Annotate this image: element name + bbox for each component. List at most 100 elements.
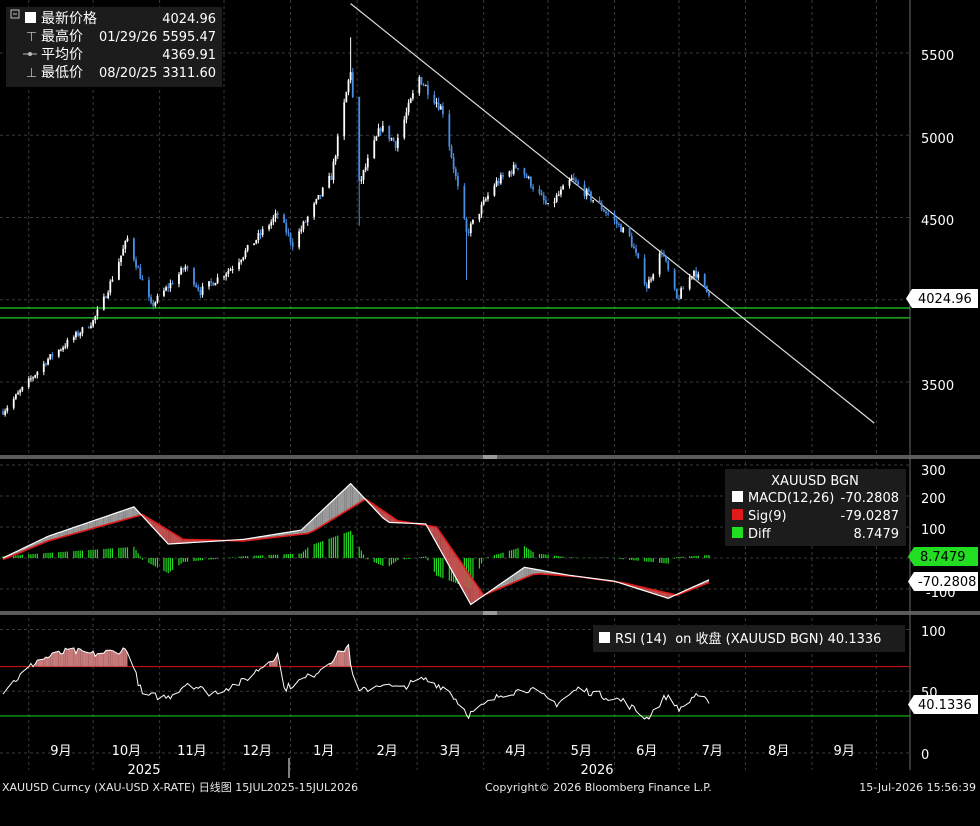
candle-body <box>487 196 489 200</box>
candle-body <box>124 241 126 249</box>
candle-body <box>528 177 530 178</box>
candle <box>212 282 214 286</box>
candle-body <box>509 171 511 176</box>
candle-body <box>526 175 528 178</box>
green-square-icon[interactable] <box>732 527 743 538</box>
candle-body <box>659 253 661 274</box>
legend-value: 3311.60 <box>162 66 216 81</box>
candle-body <box>695 271 697 278</box>
macd-tick: 200 <box>921 492 946 507</box>
candle-body <box>47 359 49 365</box>
candle-body <box>661 253 663 254</box>
rsi-overbought-fill <box>65 648 67 666</box>
legend-date: 01/29/26 <box>99 30 157 45</box>
candle-body <box>511 171 513 173</box>
candle-body <box>322 188 324 196</box>
macd-fill <box>104 516 106 525</box>
white-square-icon[interactable] <box>599 632 610 643</box>
candle-body <box>6 408 8 411</box>
white-square-icon[interactable] <box>732 491 743 502</box>
divider-grip-icon[interactable] <box>483 455 497 459</box>
candle <box>644 254 646 286</box>
candle-body <box>135 260 137 268</box>
month-tick-label: 9月 <box>834 744 855 759</box>
candle-body <box>577 182 579 184</box>
macd-legend-value: 8.7479 <box>854 527 900 542</box>
candle-body <box>515 165 517 168</box>
candle-body <box>590 192 592 201</box>
candle-body <box>599 200 601 203</box>
macd-legend-title: XAUUSD BGN <box>771 474 859 489</box>
candle-body <box>539 189 541 193</box>
macd-tick: 300 <box>921 464 946 479</box>
candle-body <box>227 271 229 274</box>
last-price-label: 4024.96 <box>906 289 978 308</box>
candle-body <box>427 85 429 95</box>
candle-body <box>165 287 167 290</box>
macd-tick: 100 <box>921 523 946 538</box>
candle-body <box>652 274 654 279</box>
candle-body <box>676 289 678 299</box>
candle-body <box>137 267 139 268</box>
candle <box>333 159 335 184</box>
month-tick-label: 11月 <box>177 744 207 759</box>
red-square-icon[interactable] <box>732 509 743 520</box>
legend-date: 08/20/25 <box>99 66 157 81</box>
month-tick-label: 8月 <box>768 744 789 759</box>
candle-body <box>592 200 594 201</box>
candle-body <box>620 225 622 232</box>
candle-body <box>75 332 77 337</box>
candle-body <box>90 326 92 328</box>
rsi-overbought-fill <box>271 661 273 666</box>
candle-body <box>524 168 526 175</box>
candle-body <box>212 282 214 285</box>
macd-fill <box>333 498 335 519</box>
macd-legend-label: MACD(12,26) <box>748 491 834 506</box>
candle-body <box>433 95 435 103</box>
candle <box>463 183 465 220</box>
candle-body <box>586 189 588 196</box>
macd-legend[interactable]: XAUUSD BGN MACD(12,26) -70.2808 Sig(9) -… <box>725 469 906 546</box>
candle-body <box>663 253 665 256</box>
white-square-icon[interactable] <box>25 12 36 23</box>
candle <box>253 243 255 245</box>
price-legend[interactable]: 最新价格 4024.96 ⊤ 最高价 01/29/26 5595.47 平均价 … <box>6 7 222 87</box>
candle-body <box>318 195 320 199</box>
macd-fill <box>123 510 125 520</box>
candle-body <box>689 277 691 289</box>
candle-body <box>682 288 684 289</box>
candle-body <box>272 218 274 222</box>
rsi-legend[interactable]: RSI (14) on 收盘 (XAUUSD BGN) 40.1336 <box>593 625 905 652</box>
candle-body <box>230 269 232 270</box>
candle <box>215 283 217 286</box>
candle-body <box>631 236 633 247</box>
candle-body <box>185 267 187 270</box>
candle <box>352 68 354 98</box>
candle-body <box>32 377 34 378</box>
candle-body <box>49 354 51 359</box>
rsi-value-label: 40.1336 <box>908 695 978 714</box>
candle <box>318 195 320 200</box>
month-tick-label: 12月 <box>243 744 273 759</box>
footer-ticker: XAUUSD Curncy (XAU-USD X-RATE) 日线图 15JUL… <box>2 780 358 794</box>
candle-body <box>200 290 202 295</box>
divider-grip-icon[interactable] <box>483 611 497 615</box>
macd-fill <box>469 574 471 605</box>
rsi-legend-label: RSI (14) on 收盘 (XAUUSD BGN) 40.1336 <box>615 631 881 647</box>
candle-body <box>51 354 53 356</box>
candle-body <box>109 281 111 292</box>
candle-body <box>543 195 545 200</box>
legend-value: 4369.91 <box>162 48 216 63</box>
candle-body <box>275 213 277 217</box>
candle-body <box>448 114 450 147</box>
candle-body <box>157 296 159 302</box>
diff-value-label: 8.7479 <box>908 547 978 566</box>
candle-body <box>635 249 637 253</box>
candle-body <box>646 284 648 288</box>
candle-body <box>558 195 560 196</box>
candle-body <box>217 278 219 284</box>
candle-body <box>283 215 285 223</box>
macd-legend-label: Sig(9) <box>748 509 787 524</box>
candle-body <box>36 372 38 375</box>
